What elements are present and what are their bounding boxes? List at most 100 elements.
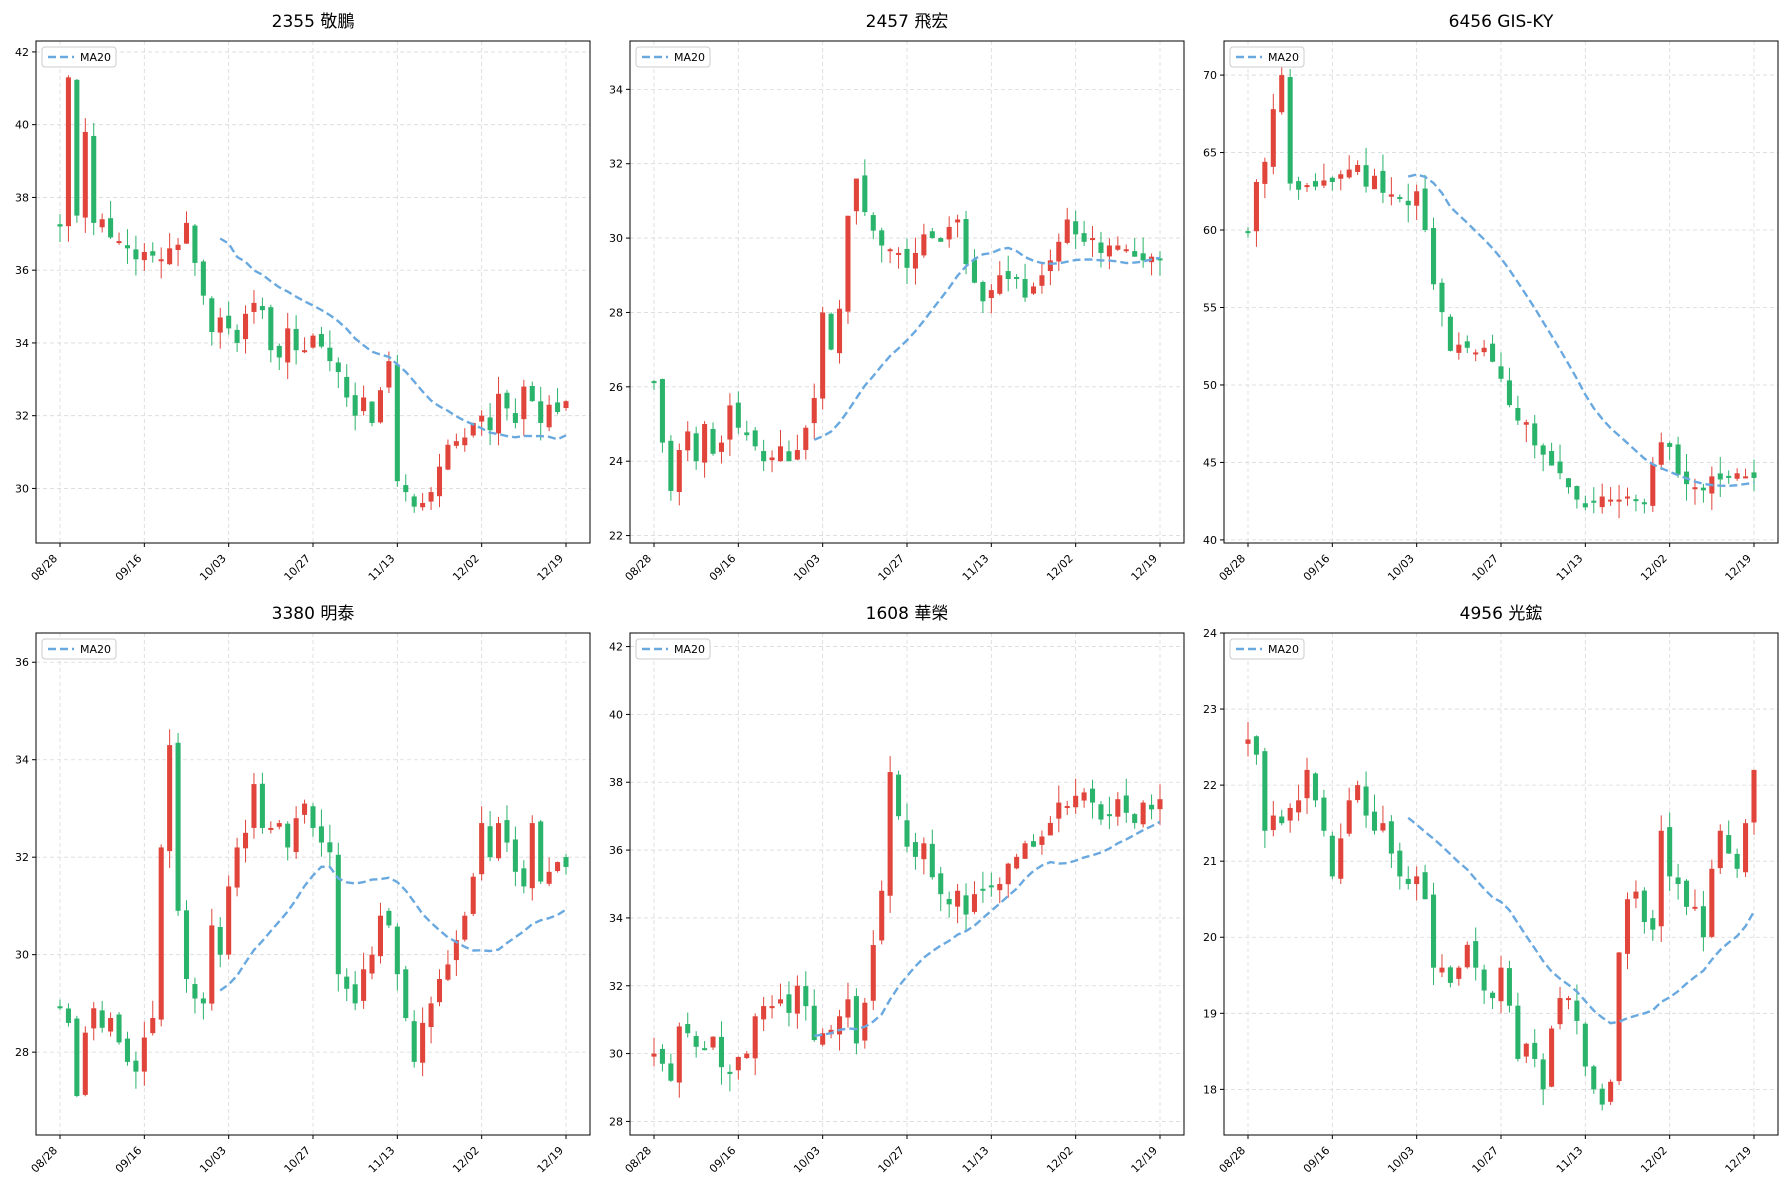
candle-body (1684, 880, 1690, 907)
x-tick-label: 10/03 (791, 1144, 823, 1176)
ma20-line (219, 865, 567, 992)
axes-frame (1223, 632, 1779, 1136)
ma20-line (219, 237, 567, 441)
candle-body (1431, 228, 1437, 285)
candle-body (1005, 863, 1011, 885)
y-tick-label: 30 (15, 482, 29, 495)
candle-body (1262, 161, 1268, 184)
candle-body (1515, 407, 1521, 421)
candle-body (1414, 191, 1420, 206)
x-tick-label: 12/02 (1044, 552, 1076, 584)
candle-body (997, 884, 1003, 891)
candle-body (668, 1063, 674, 1081)
candle-body (1667, 443, 1673, 447)
candle-body (420, 502, 426, 508)
candle-body (1253, 736, 1259, 755)
ma20-line (1407, 173, 1755, 488)
candle-body (668, 440, 674, 491)
candle-body (1030, 841, 1037, 847)
candle-body (1363, 786, 1369, 816)
candle-body (1346, 169, 1352, 178)
candle-body (1005, 271, 1011, 279)
candle-body (1073, 795, 1079, 808)
candle-body (1279, 75, 1285, 113)
candle-body (845, 999, 851, 1018)
axes-frame (35, 632, 591, 1136)
candle-body (845, 215, 851, 312)
candle-body (659, 1048, 665, 1064)
candle-body (963, 219, 969, 265)
candle-body (108, 218, 114, 238)
candle-body (777, 999, 784, 1004)
candle-body (133, 249, 139, 260)
candle-body (1287, 807, 1293, 821)
candle-body (1115, 799, 1121, 817)
candle-body (887, 249, 893, 252)
candle-body (693, 433, 699, 462)
x-tick-label: 09/16 (113, 552, 145, 584)
candle-body (167, 745, 173, 852)
candle-body (479, 415, 485, 422)
candle-body (217, 317, 223, 333)
y-tick-label: 70 (1203, 69, 1217, 82)
candle-body (1321, 180, 1327, 186)
candle-body (1363, 165, 1369, 187)
candle-body (837, 1016, 843, 1035)
x-tick-label: 11/13 (960, 552, 992, 584)
candle-body (243, 832, 249, 849)
y-tick-label: 60 (1203, 224, 1217, 237)
candle-body (1338, 838, 1344, 879)
y-tick-label: 32 (15, 410, 29, 423)
candle-body (904, 820, 910, 847)
y-tick-label: 42 (609, 641, 623, 654)
candle-body (1641, 502, 1647, 505)
candle-body (124, 245, 130, 249)
candle-body (1717, 830, 1723, 869)
candle-body (1667, 827, 1673, 877)
x-tick-label: 10/03 (1385, 552, 1417, 584)
candle-body (1296, 800, 1302, 813)
candle-body (676, 450, 682, 492)
candle-body (1329, 177, 1335, 182)
y-tick-label: 26 (609, 381, 623, 394)
candle-body (82, 1032, 88, 1095)
candle-body (685, 1024, 691, 1034)
candle-body (529, 823, 535, 889)
candle-body (377, 390, 383, 423)
candle-body (1726, 835, 1732, 854)
candle-body (1106, 814, 1112, 817)
candle-body (1090, 238, 1096, 241)
candle-body (57, 1006, 63, 1009)
candle-body (512, 839, 518, 872)
candle-body (1709, 868, 1715, 937)
candle-body (276, 823, 282, 827)
candle-body (268, 827, 274, 830)
candle-body (116, 1014, 122, 1043)
candle-body (727, 405, 733, 440)
candle-body (158, 259, 164, 262)
candle-body (318, 826, 324, 843)
candle-body (487, 826, 493, 858)
x-tick-label: 12/02 (450, 1144, 482, 1176)
candle-body (1481, 347, 1487, 353)
candle-body (921, 843, 927, 860)
candle-body (369, 401, 375, 423)
candle-body (651, 1053, 657, 1057)
candle-body (259, 783, 265, 828)
candle-body (702, 424, 708, 463)
x-tick-label: 08/28 (29, 552, 61, 584)
candle-body (1456, 967, 1462, 979)
candle-body (226, 886, 232, 955)
candle-body (794, 985, 800, 1014)
candle-body (1523, 422, 1529, 425)
candle-body (462, 915, 468, 940)
candle-body (200, 261, 206, 296)
candle-body (335, 854, 341, 975)
candle-body (803, 986, 809, 1007)
chart-panel-4: 3380 明泰 28 30 32 34 36 08/28 09/16 10/03 10/27 11/… (15, 604, 591, 1176)
candle-body (1557, 998, 1563, 1025)
candle-body (352, 984, 358, 1004)
candle-body (1692, 487, 1698, 490)
y-tick-label: 65 (1203, 147, 1217, 160)
candle-body (74, 1018, 80, 1097)
